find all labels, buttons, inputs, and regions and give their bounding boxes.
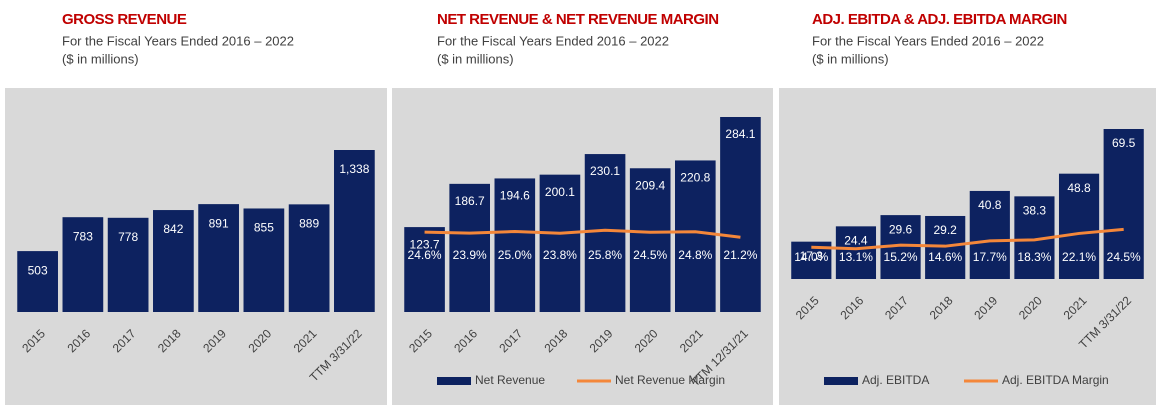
value-label: 24.4	[844, 234, 868, 248]
value-label: 69.5	[1112, 136, 1136, 150]
chart-title: ADJ. EBITDA & ADJ. EBITDA MARGIN	[812, 11, 1067, 28]
unit-note: ($ in millions)	[62, 51, 139, 66]
value-label: 186.7	[455, 194, 485, 208]
value-label: 503	[28, 263, 48, 277]
value-label: 40.8	[978, 198, 1002, 212]
value-label: 38.3	[1023, 204, 1047, 218]
value-label: 220.8	[680, 171, 710, 185]
margin-label: 14.6%	[928, 250, 962, 264]
bar	[969, 190, 1010, 279]
margin-label: 13.1%	[839, 250, 873, 264]
bar	[107, 217, 149, 312]
bar	[449, 183, 490, 312]
bar	[1103, 129, 1144, 279]
margin-label: 22.1%	[1062, 250, 1096, 264]
value-label: 284.1	[725, 127, 755, 141]
bar	[494, 178, 536, 312]
bar	[198, 204, 239, 312]
margin-label: 14.0%	[794, 250, 828, 264]
margin-label: 24.8%	[678, 248, 712, 262]
margin-label: 24.5%	[1107, 250, 1141, 264]
panel-bg	[779, 88, 1156, 405]
bar	[334, 150, 375, 312]
subtitle: For the Fiscal Years Ended 2016 – 2022	[812, 33, 1044, 48]
margin-label: 17.7%	[973, 250, 1007, 264]
margin-label: 21.2%	[723, 248, 757, 262]
bar	[539, 174, 581, 312]
value-label: 889	[299, 217, 319, 231]
bar	[675, 160, 716, 312]
margin-label: 23.8%	[543, 248, 577, 262]
legend-label: Net Revenue	[475, 373, 545, 387]
legend-swatch	[437, 377, 471, 385]
unit-note: ($ in millions)	[437, 51, 514, 66]
bar	[584, 154, 626, 312]
value-label: 783	[73, 229, 93, 243]
bar	[720, 117, 761, 312]
margin-label: 18.3%	[1017, 250, 1051, 264]
chart-title: NET REVENUE & NET REVENUE MARGIN	[437, 11, 719, 28]
bar	[62, 217, 104, 312]
value-label: 48.8	[1067, 181, 1091, 195]
bar	[288, 204, 330, 312]
margin-label: 24.6%	[408, 248, 442, 262]
value-label: 842	[163, 222, 183, 236]
margin-label: 24.5%	[633, 248, 667, 262]
value-label: 891	[209, 216, 229, 230]
value-label: 778	[118, 230, 138, 244]
value-label: 194.6	[500, 189, 530, 203]
value-label: 209.4	[635, 178, 665, 192]
bar	[404, 227, 445, 312]
value-label: 123.7	[410, 237, 440, 251]
margin-label: 25.8%	[588, 248, 622, 262]
subtitle: For the Fiscal Years Ended 2016 – 2022	[62, 33, 294, 48]
bar	[1058, 173, 1100, 279]
legend-label: Adj. EBITDA	[862, 373, 929, 387]
margin-line	[811, 227, 1124, 251]
legend-label: Adj. EBITDA Margin	[1002, 373, 1109, 387]
unit-note: ($ in millions)	[812, 51, 889, 66]
margin-label: 23.9%	[453, 248, 487, 262]
margin-label: 25.0%	[498, 248, 532, 262]
value-label: 29.2	[934, 223, 958, 237]
chart-title: GROSS REVENUE	[62, 11, 187, 28]
value-label: 230.1	[590, 164, 620, 178]
subtitle: For the Fiscal Years Ended 2016 – 2022	[437, 33, 669, 48]
bar	[243, 208, 285, 312]
value-label: 855	[254, 221, 274, 235]
legend-label: Net Revenue Margin	[615, 373, 725, 387]
bar	[17, 251, 58, 312]
bar	[629, 168, 671, 312]
margin-label: 15.2%	[884, 250, 918, 264]
value-label: 1,338	[339, 162, 369, 176]
bar	[835, 226, 877, 279]
value-label: 29.6	[889, 222, 913, 236]
value-label: 17.3	[800, 249, 824, 263]
margin-line	[424, 228, 741, 239]
bar	[153, 210, 194, 312]
legend-swatch	[824, 377, 858, 385]
value-label: 200.1	[545, 185, 575, 199]
